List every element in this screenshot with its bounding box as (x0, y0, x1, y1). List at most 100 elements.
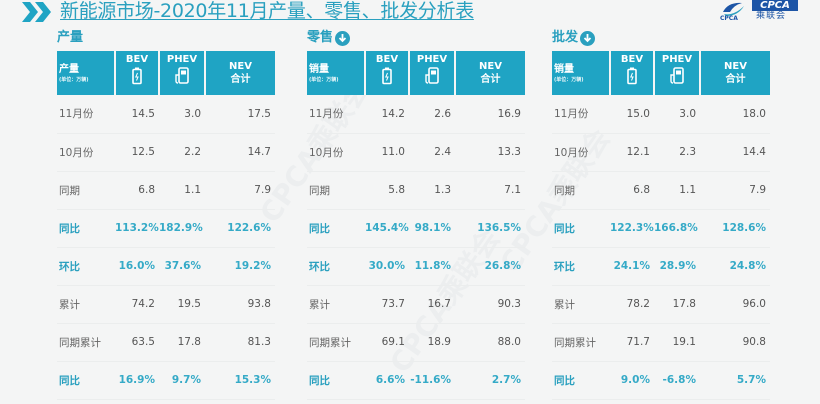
nev-value: 90.8 (700, 323, 770, 362)
logo-sub-text: CPCA (720, 15, 738, 22)
bev-label: BEV (375, 54, 399, 65)
row-label: 同比 (307, 361, 365, 400)
bev-value: 122.3% (610, 209, 654, 248)
phev-value: 1.1 (654, 171, 700, 210)
bev-label: BEV (620, 54, 644, 65)
row-label: 同期累计 (57, 323, 115, 362)
row-label: 环比 (552, 247, 610, 286)
label-header: 销量 (单位：万辆) (552, 51, 611, 95)
arrow-down-circle-icon[interactable] (580, 30, 596, 46)
phev-value: 17.8 (159, 323, 205, 362)
nev-value: 128.6% (700, 209, 770, 248)
table-row: 10月份 12.1 2.3 14.4 (552, 133, 770, 172)
phev-label: PHEV (166, 54, 198, 65)
phev-value: 3.0 (654, 95, 700, 134)
row-label: 环比 (307, 247, 365, 286)
row-label: 累计 (552, 285, 610, 324)
phev-label: PHEV (661, 54, 693, 65)
phev-value: 28.9% (654, 247, 700, 286)
logo-cn-text: 乘联会 (756, 11, 787, 21)
section-title-text: 批发 (552, 30, 579, 45)
nev-header: NEV 合计 (700, 51, 770, 95)
table-row: 11月份 14.5 3.0 17.5 (57, 95, 275, 134)
phev-value: 2.2 (159, 133, 205, 172)
bev-value: 71.7 (610, 323, 654, 362)
phev-value: 182.9% (159, 209, 205, 248)
bev-value: 145.4% (365, 209, 409, 248)
row-label: 10月份 (57, 133, 115, 172)
bev-header: BEV (610, 51, 655, 95)
section-title-text: 产量 (57, 30, 84, 45)
nev-value: 14.7 (205, 133, 275, 172)
bev-value: 6.8 (610, 171, 654, 210)
phev-value: 3.0 (159, 95, 205, 134)
row-label: 11月份 (57, 95, 115, 134)
phev-label: PHEV (416, 54, 448, 65)
row-label: 同比 (552, 361, 610, 400)
table-row: 同比 9.0% -6.8% 5.7% (552, 361, 770, 400)
bev-value: 11.0 (365, 133, 409, 172)
row-label: 同比 (57, 209, 115, 248)
row-label: 10月份 (552, 133, 610, 172)
bev-value: 6.6% (365, 361, 409, 400)
table-row: 环比 30.0% 11.8% 26.8% (307, 247, 525, 286)
table-row: 环比 24.1% 28.9% 24.8% (552, 247, 770, 286)
phev-header: PHEV (409, 51, 456, 95)
nev-value: 7.9 (700, 171, 770, 210)
cpca-logo: CPCA CPCA 乘联会 (716, 0, 816, 24)
phev-value: 2.3 (654, 133, 700, 172)
nev-value: 88.0 (455, 323, 525, 362)
nev-header: NEV 合计 (455, 51, 525, 95)
page-title: 新能源市场-2020年11月产量、零售、批发分析表 (60, 0, 474, 22)
row-label: 同比 (57, 361, 115, 400)
table-row: 11月份 15.0 3.0 18.0 (552, 95, 770, 134)
table-row: 累计 74.2 19.5 93.8 (57, 285, 275, 324)
nev-value: 18.0 (700, 95, 770, 134)
bev-value: 12.5 (115, 133, 159, 172)
battery-icon (382, 67, 392, 85)
data-table: 产量 (单位：万辆) BEV PHEV (57, 51, 275, 400)
section-title: 零售 (307, 28, 525, 48)
logo-swoosh-icon (723, 2, 744, 16)
table-row: 累计 78.2 17.8 96.0 (552, 285, 770, 324)
nev-value: 90.3 (455, 285, 525, 324)
row-label: 环比 (57, 247, 115, 286)
bev-value: 12.1 (610, 133, 654, 172)
section-1: 零售 销量 (单位：万辆) BEV (307, 28, 525, 400)
table-row: 同期 6.8 1.1 7.9 (57, 171, 275, 210)
phev-value: 9.7% (159, 361, 205, 400)
logo-text: CPCA (752, 0, 798, 11)
row-label: 同比 (307, 209, 365, 248)
phev-value: 2.6 (409, 95, 455, 134)
row-label: 同期 (307, 171, 365, 210)
row-label: 11月份 (552, 95, 610, 134)
phev-header: PHEV (159, 51, 206, 95)
table-row: 同期 5.8 1.3 7.1 (307, 171, 525, 210)
data-table: 销量 (单位：万辆) BEV PHEV (307, 51, 525, 400)
bev-value: 74.2 (115, 285, 159, 324)
section-title-text: 零售 (307, 30, 334, 45)
charging-pump-icon (425, 67, 439, 84)
bev-value: 24.1% (610, 247, 654, 286)
phev-value: 1.1 (159, 171, 205, 210)
row-label: 累计 (307, 285, 365, 324)
nev-value: 136.5% (455, 209, 525, 248)
nev-label: NEV (479, 61, 502, 72)
phev-value: -11.6% (409, 361, 455, 400)
bev-value: 113.2% (115, 209, 159, 248)
section-title: 产量 (57, 28, 275, 48)
nev-label: NEV (229, 61, 252, 72)
bev-value: 63.5 (115, 323, 159, 362)
arrow-down-circle-icon[interactable] (335, 30, 351, 46)
phev-value: 11.8% (409, 247, 455, 286)
row-label: 同期 (57, 171, 115, 210)
table-row: 同比 6.6% -11.6% 2.7% (307, 361, 525, 400)
data-table: 销量 (单位：万辆) BEV PHEV (552, 51, 770, 400)
row-label: 同比 (552, 209, 610, 248)
phev-value: 16.7 (409, 285, 455, 324)
bev-value: 16.9% (115, 361, 159, 400)
nev-sub-label: 合计 (480, 74, 501, 85)
nev-value: 24.8% (700, 247, 770, 286)
row-label: 同期 (552, 171, 610, 210)
bev-value: 14.5 (115, 95, 159, 134)
